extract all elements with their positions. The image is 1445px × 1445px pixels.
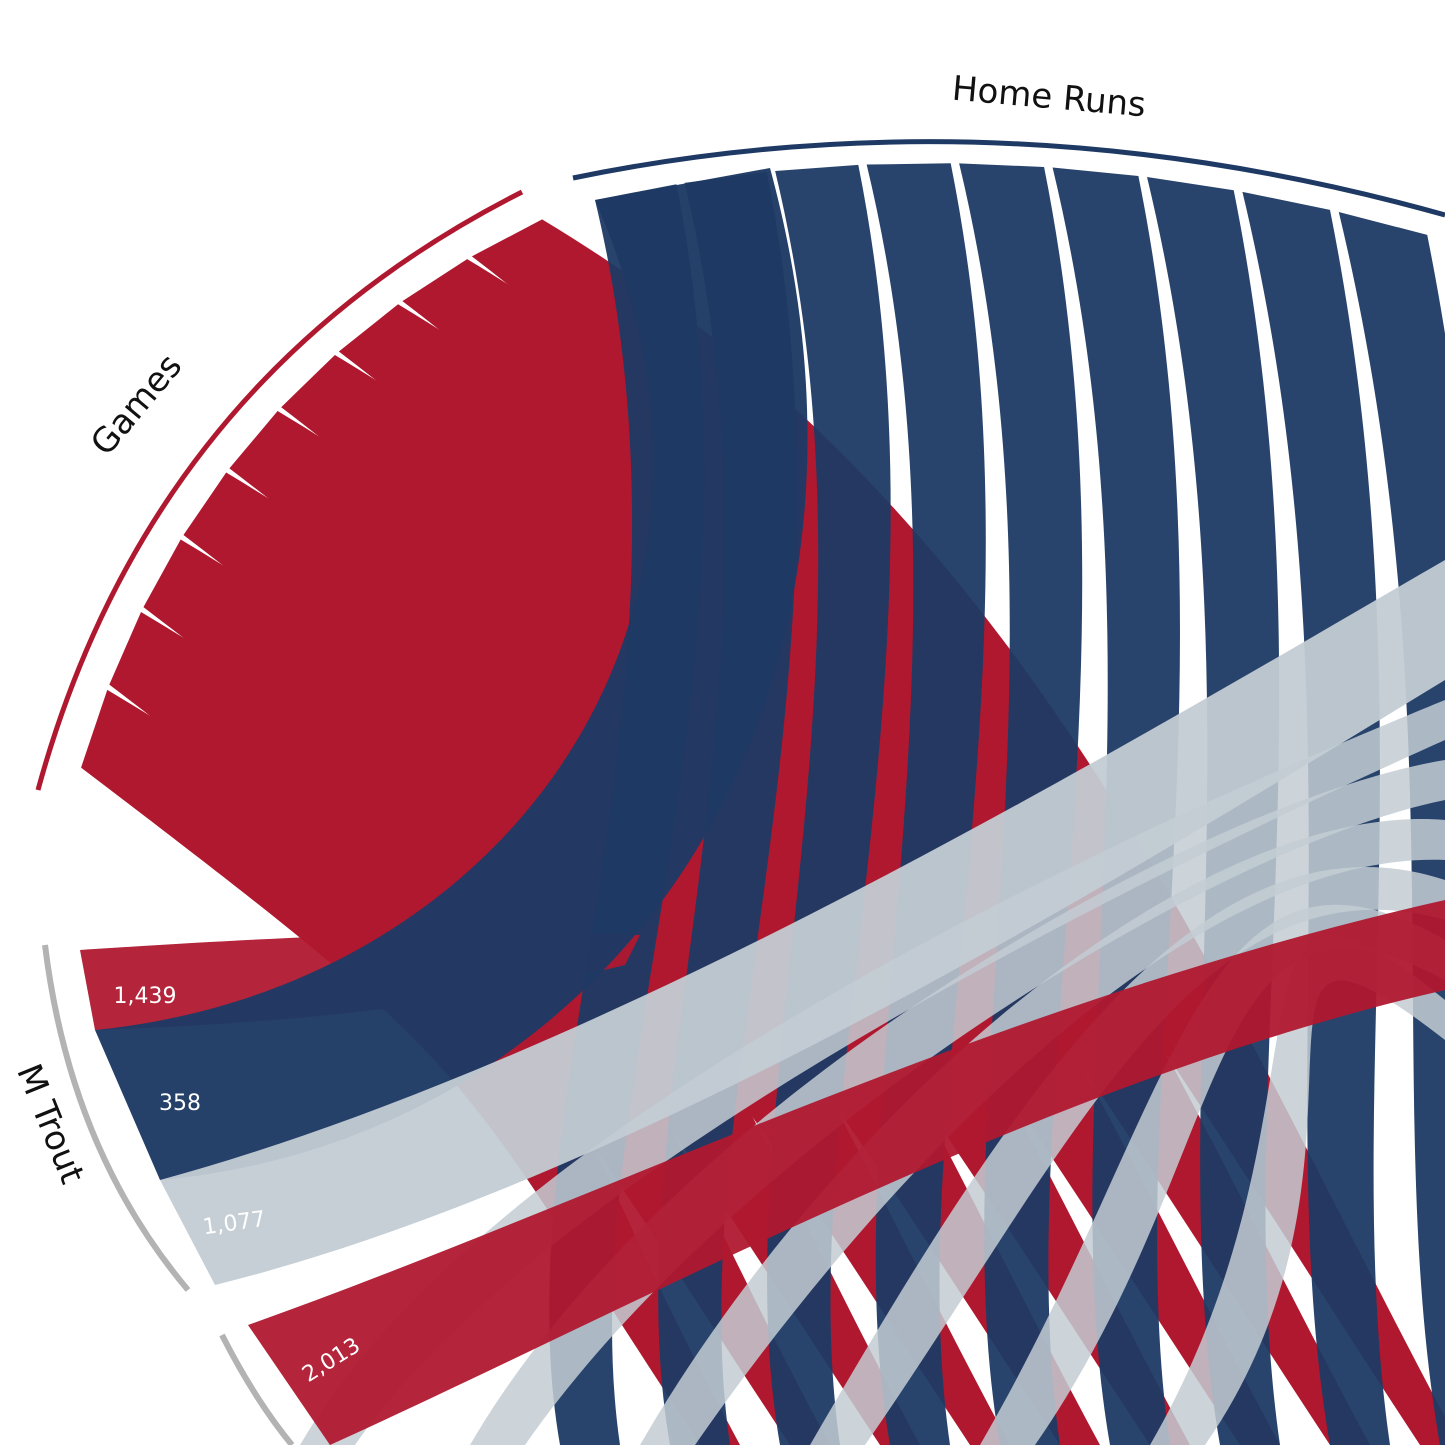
ribbon bbox=[640, 819, 1445, 1445]
group-arc bbox=[35, 189, 524, 791]
group-label: Games bbox=[83, 347, 190, 464]
ribbon bbox=[980, 904, 1445, 1445]
value-label: 358 bbox=[159, 1091, 201, 1116]
value-label: 1,439 bbox=[114, 984, 177, 1009]
ribbon bbox=[1338, 211, 1445, 1445]
group-label: Home Runs bbox=[951, 69, 1148, 126]
player-label: M Trout bbox=[8, 1059, 92, 1190]
player-arc bbox=[219, 1333, 295, 1445]
group-arc bbox=[572, 139, 1445, 218]
ribbon bbox=[338, 304, 1280, 1445]
player-arc bbox=[42, 944, 191, 1292]
ribbon bbox=[81, 689, 740, 1445]
ribbon bbox=[1150, 935, 1445, 1445]
chord-ribbon bbox=[95, 168, 808, 1180]
ribbon bbox=[402, 259, 1371, 1445]
chord-ribbon bbox=[248, 900, 1445, 1445]
ribbon bbox=[143, 539, 921, 1445]
ribbons-data bbox=[80, 168, 1445, 1445]
ribbon bbox=[810, 866, 1445, 1445]
ribbon bbox=[109, 611, 830, 1445]
chord-ribbon bbox=[160, 560, 1445, 1285]
